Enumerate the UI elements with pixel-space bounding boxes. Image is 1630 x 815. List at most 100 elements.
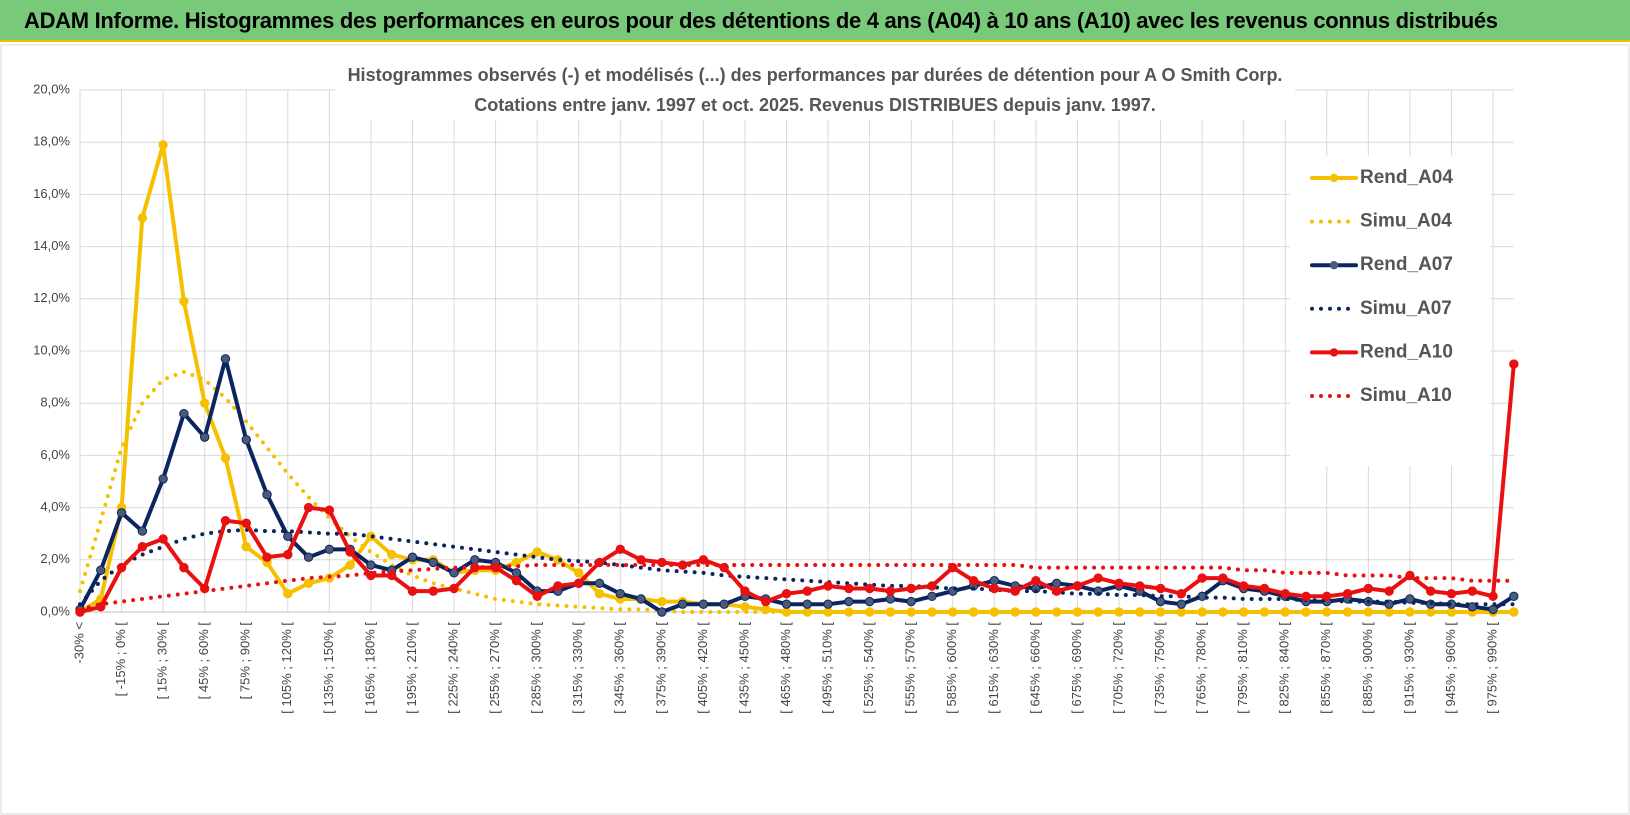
header: ADAM Informe. Histogrammes des performan… (0, 0, 1630, 42)
data-point (303, 578, 314, 588)
series-line (78, 563, 1516, 612)
y-tick-label: 8,0% (40, 395, 70, 410)
x-tick-label: [ 885% ; 900% [ (1360, 622, 1375, 714)
data-point (885, 586, 896, 596)
title-box (335, 60, 1295, 120)
data-point (1259, 583, 1270, 594)
x-tick-label: [ 675% ; 690% [ (1069, 622, 1084, 714)
data-point (1509, 359, 1519, 369)
legend-label: Simu_A10 (1360, 385, 1452, 406)
legend-label: Rend_A04 (1360, 167, 1453, 188)
y-tick-label: 2,0% (40, 551, 70, 566)
x-tick-label: [ 255% ; 270% [ (487, 622, 502, 714)
y-tick-label: 16,0% (33, 186, 70, 201)
data-point (1509, 591, 1519, 602)
data-point (698, 599, 709, 609)
legend-label: Simu_A07 (1360, 298, 1452, 319)
data-point (220, 453, 231, 463)
data-point (407, 586, 418, 596)
data-point (823, 599, 833, 609)
x-tick-label: [ 735% ; 750% [ (1152, 622, 1167, 714)
data-point (241, 435, 251, 445)
data-point (1467, 602, 1477, 612)
data-point (719, 599, 729, 609)
data-point (1384, 586, 1394, 596)
data-point (740, 586, 750, 596)
data-point (511, 575, 522, 586)
x-tick-label: [ 765% ; 780% [ (1194, 622, 1209, 714)
y-tick-label: 10,0% (33, 342, 70, 357)
data-point (179, 296, 189, 307)
data-point (1467, 586, 1477, 596)
data-point (324, 544, 335, 555)
legend-label: Rend_A07 (1360, 254, 1453, 275)
y-tick-label: 4,0% (40, 499, 70, 514)
data-point (116, 562, 127, 573)
x-tick-label: [ 615% ; 630% [ (986, 622, 1001, 714)
data-point (1446, 589, 1457, 599)
data-point (1072, 581, 1083, 591)
data-point (1155, 583, 1166, 594)
x-tick-label: [ 915% ; 930% [ (1401, 622, 1416, 714)
data-point (1010, 586, 1020, 596)
data-point (802, 586, 812, 596)
data-point (220, 354, 231, 364)
x-tick-label: [ 195% ; 210% [ (404, 622, 419, 714)
data-point (262, 489, 272, 500)
data-point (303, 502, 314, 513)
x-tick-label: [ -15% ; 0% [ (113, 622, 128, 697)
data-point (1488, 591, 1498, 602)
data-point (303, 552, 314, 562)
data-point (781, 589, 792, 599)
x-tick-label: [ 375% ; 390% [ (653, 622, 668, 714)
x-tick-label: [ 105% ; 120% [ (279, 622, 294, 714)
chart-title: Histogrammes observés (-) et modélisés (… (348, 65, 1283, 85)
x-tick-label: [ 75% ; 90% [ (238, 622, 253, 700)
data-point (781, 599, 792, 609)
data-point (636, 555, 646, 565)
y-tick-label: 20,0% (33, 81, 70, 96)
data-point (137, 213, 148, 223)
data-point (262, 552, 272, 562)
data-point (906, 583, 916, 594)
data-point (407, 552, 418, 562)
data-point (823, 581, 833, 591)
data-point (1238, 581, 1249, 591)
data-point (761, 596, 771, 607)
data-point (989, 583, 1000, 594)
data-point (428, 557, 438, 568)
data-point (345, 560, 355, 570)
data-point (574, 568, 584, 578)
data-point (158, 534, 168, 544)
data-point (283, 531, 293, 542)
x-tick-label: [ 825% ; 840% [ (1277, 622, 1292, 714)
data-point (989, 575, 1000, 586)
x-tick-label: [ 345% ; 360% [ (612, 622, 627, 714)
legend-box (1290, 156, 1490, 466)
data-point (1051, 586, 1062, 596)
data-point (511, 568, 522, 578)
x-tick-label: [ 525% ; 540% [ (861, 622, 876, 714)
y-tick-label: 18,0% (33, 134, 70, 149)
data-point (241, 518, 251, 528)
data-point (449, 568, 459, 578)
data-point (615, 589, 625, 599)
legend-marker (1329, 173, 1339, 183)
x-tick-label: [ 435% ; 450% [ (736, 622, 751, 714)
data-point (844, 583, 854, 594)
data-point (657, 596, 667, 607)
data-point (366, 560, 376, 570)
data-point (470, 555, 480, 565)
data-point (324, 505, 335, 515)
y-tick-label: 0,0% (40, 603, 70, 618)
x-tick-label: -30% < (71, 622, 86, 664)
x-tick-label: [ 705% ; 720% [ (1110, 622, 1125, 714)
data-point (532, 591, 542, 602)
data-point (1051, 578, 1062, 588)
chart-subtitle: Cotations entre janv. 1997 et oct. 2025.… (474, 95, 1156, 115)
data-point (906, 596, 916, 607)
data-point (158, 140, 168, 150)
legend-label: Rend_A10 (1360, 341, 1453, 362)
data-point (885, 594, 896, 604)
